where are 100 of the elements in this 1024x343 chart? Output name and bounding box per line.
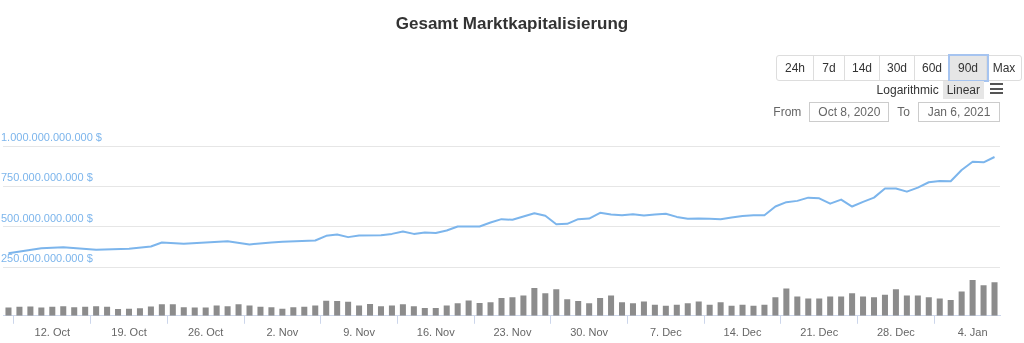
bar bbox=[662, 305, 669, 316]
bar bbox=[619, 302, 626, 316]
bar bbox=[268, 307, 275, 316]
text: 24h bbox=[777, 56, 814, 80]
bar bbox=[717, 302, 724, 316]
bar bbox=[695, 301, 702, 316]
bar bbox=[684, 303, 691, 316]
x-tick-label: 26. Oct bbox=[187, 326, 224, 339]
bar bbox=[71, 307, 78, 316]
bar bbox=[323, 300, 330, 316]
bar bbox=[586, 303, 593, 316]
bar bbox=[235, 304, 242, 316]
bar bbox=[629, 303, 636, 316]
bar bbox=[608, 295, 615, 316]
bar bbox=[356, 305, 363, 316]
bar bbox=[903, 295, 910, 316]
bar bbox=[947, 300, 954, 316]
bar bbox=[476, 302, 483, 316]
x-tick-label: 12. Oct bbox=[34, 326, 71, 339]
bar bbox=[542, 293, 549, 316]
bar bbox=[498, 297, 505, 316]
bar bbox=[849, 293, 856, 316]
bar bbox=[136, 308, 143, 316]
bar bbox=[783, 288, 790, 316]
y-tick-label: 750.000.000.000 $ bbox=[1, 171, 93, 184]
bar bbox=[772, 297, 779, 316]
bar bbox=[892, 289, 899, 316]
bar bbox=[969, 280, 976, 316]
text: From bbox=[773, 105, 802, 119]
bar bbox=[388, 305, 395, 316]
bar bbox=[750, 305, 757, 316]
text: 7d bbox=[814, 56, 845, 80]
x-tick-label: 9. Nov bbox=[343, 326, 376, 339]
bar bbox=[465, 300, 472, 316]
bar bbox=[27, 306, 34, 316]
bar bbox=[914, 295, 921, 316]
bar bbox=[816, 298, 823, 316]
bar bbox=[739, 304, 746, 316]
bar bbox=[224, 306, 231, 316]
text: 14d bbox=[845, 56, 880, 80]
bar bbox=[651, 304, 658, 316]
bar bbox=[410, 306, 417, 316]
bar bbox=[367, 303, 374, 316]
text: 30d bbox=[880, 56, 915, 80]
bar bbox=[564, 299, 571, 316]
text: Linear bbox=[942, 81, 984, 99]
bar bbox=[487, 302, 494, 316]
x-tick-label: 7. Dec bbox=[649, 326, 683, 339]
bar bbox=[60, 306, 67, 316]
bar bbox=[93, 306, 100, 316]
bar bbox=[870, 297, 878, 316]
bar bbox=[575, 301, 582, 316]
x-tick-label: 14. Dec bbox=[723, 326, 762, 339]
bar bbox=[728, 305, 735, 316]
x-tick-label: 30. Nov bbox=[570, 326, 609, 339]
bar bbox=[158, 304, 165, 316]
bar bbox=[805, 298, 812, 316]
text: Max bbox=[991, 60, 1017, 77]
bar bbox=[169, 304, 176, 316]
x-tick-label: 28. Dec bbox=[876, 326, 916, 339]
x-tick-label: 23. Nov bbox=[493, 326, 532, 339]
bar bbox=[761, 304, 768, 316]
bar bbox=[980, 285, 987, 316]
y-tick-label: 1.000.000.000.000 $ bbox=[1, 131, 102, 144]
y-tick-label: 500.000.000.000 $ bbox=[1, 211, 93, 224]
bar bbox=[827, 296, 834, 316]
bar bbox=[520, 295, 527, 316]
bar bbox=[399, 304, 406, 316]
bar bbox=[958, 291, 965, 316]
bar bbox=[706, 304, 713, 316]
x-tick-label: 19. Oct bbox=[111, 326, 147, 339]
bar bbox=[673, 304, 680, 316]
bar bbox=[509, 297, 516, 316]
bar bbox=[860, 296, 867, 316]
chart-title: Gesamt Marktkapitalisierung bbox=[394, 14, 630, 34]
bar bbox=[640, 301, 647, 316]
text: 90d bbox=[950, 56, 987, 80]
bar bbox=[936, 298, 943, 316]
bar bbox=[377, 306, 384, 316]
bar bbox=[180, 307, 187, 316]
bar bbox=[443, 305, 450, 316]
bar bbox=[213, 305, 220, 316]
text: To bbox=[897, 105, 910, 119]
text: Jan 6, 2021 bbox=[918, 102, 1000, 122]
bar bbox=[454, 303, 461, 316]
bar bbox=[553, 289, 560, 316]
text: 60d bbox=[915, 56, 950, 80]
x-tick-label: 2. Nov bbox=[266, 326, 299, 339]
bar bbox=[312, 305, 319, 316]
bar bbox=[246, 305, 253, 316]
bar bbox=[881, 294, 888, 316]
x-tick-label: 16. Nov bbox=[416, 326, 456, 339]
bar bbox=[334, 301, 341, 316]
bar bbox=[838, 296, 845, 316]
bar bbox=[345, 301, 352, 316]
bar bbox=[597, 297, 604, 316]
bar bbox=[991, 282, 998, 316]
bar bbox=[925, 297, 932, 316]
x-tick-label: 21. Dec bbox=[800, 326, 839, 339]
bar bbox=[794, 296, 801, 316]
